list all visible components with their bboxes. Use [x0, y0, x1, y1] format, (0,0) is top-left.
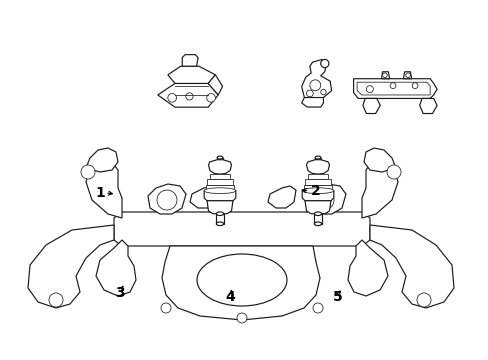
Polygon shape	[162, 246, 319, 320]
Circle shape	[306, 90, 313, 97]
Polygon shape	[190, 186, 218, 208]
Circle shape	[405, 73, 409, 77]
Polygon shape	[96, 240, 136, 296]
Text: 4: 4	[224, 290, 234, 304]
Circle shape	[312, 303, 323, 313]
Polygon shape	[167, 66, 215, 84]
Circle shape	[167, 94, 176, 102]
Circle shape	[411, 83, 417, 89]
Polygon shape	[182, 55, 198, 66]
Polygon shape	[148, 184, 185, 214]
Polygon shape	[347, 240, 387, 296]
Polygon shape	[86, 162, 122, 218]
Circle shape	[386, 165, 400, 179]
Bar	[314, 214, 321, 224]
Circle shape	[389, 83, 395, 89]
Polygon shape	[369, 225, 453, 308]
Polygon shape	[158, 84, 218, 107]
Circle shape	[206, 94, 215, 102]
Text: 1: 1	[95, 186, 105, 199]
Circle shape	[366, 86, 372, 93]
Polygon shape	[204, 191, 235, 201]
Bar	[314, 158, 320, 166]
Ellipse shape	[197, 254, 286, 306]
Polygon shape	[419, 98, 436, 113]
Circle shape	[161, 303, 171, 313]
Circle shape	[237, 313, 246, 323]
Polygon shape	[205, 185, 234, 191]
Bar	[216, 214, 223, 224]
Polygon shape	[305, 179, 330, 185]
Ellipse shape	[314, 222, 321, 226]
Circle shape	[320, 89, 325, 95]
Text: 2: 2	[310, 184, 320, 198]
Polygon shape	[302, 191, 333, 201]
Polygon shape	[305, 201, 330, 214]
Polygon shape	[361, 162, 397, 218]
Circle shape	[49, 293, 63, 307]
Polygon shape	[209, 174, 230, 179]
Polygon shape	[301, 98, 323, 107]
Circle shape	[309, 80, 320, 91]
Ellipse shape	[217, 156, 223, 159]
Ellipse shape	[216, 222, 223, 226]
Circle shape	[320, 59, 328, 68]
Ellipse shape	[216, 212, 223, 216]
Polygon shape	[303, 185, 332, 191]
Polygon shape	[28, 225, 114, 308]
Polygon shape	[362, 98, 380, 113]
Polygon shape	[114, 212, 369, 246]
Circle shape	[157, 190, 177, 210]
Polygon shape	[206, 179, 232, 185]
Circle shape	[185, 93, 193, 100]
Ellipse shape	[314, 156, 320, 159]
Polygon shape	[306, 160, 329, 174]
Bar	[217, 158, 223, 166]
Polygon shape	[363, 148, 395, 172]
Polygon shape	[356, 82, 429, 95]
Circle shape	[81, 165, 95, 179]
Polygon shape	[208, 75, 222, 95]
Polygon shape	[301, 59, 331, 100]
Polygon shape	[208, 160, 231, 174]
Ellipse shape	[314, 212, 321, 216]
Circle shape	[382, 73, 386, 77]
Ellipse shape	[302, 188, 333, 194]
Polygon shape	[304, 184, 346, 214]
Polygon shape	[86, 148, 118, 172]
Polygon shape	[206, 201, 232, 214]
Text: 5: 5	[332, 290, 342, 304]
Polygon shape	[267, 186, 295, 208]
Text: 3: 3	[115, 287, 124, 300]
Ellipse shape	[204, 188, 235, 194]
Polygon shape	[307, 174, 327, 179]
Polygon shape	[403, 72, 411, 79]
Polygon shape	[353, 79, 436, 98]
Polygon shape	[381, 72, 389, 79]
Circle shape	[416, 293, 430, 307]
Circle shape	[313, 190, 333, 210]
